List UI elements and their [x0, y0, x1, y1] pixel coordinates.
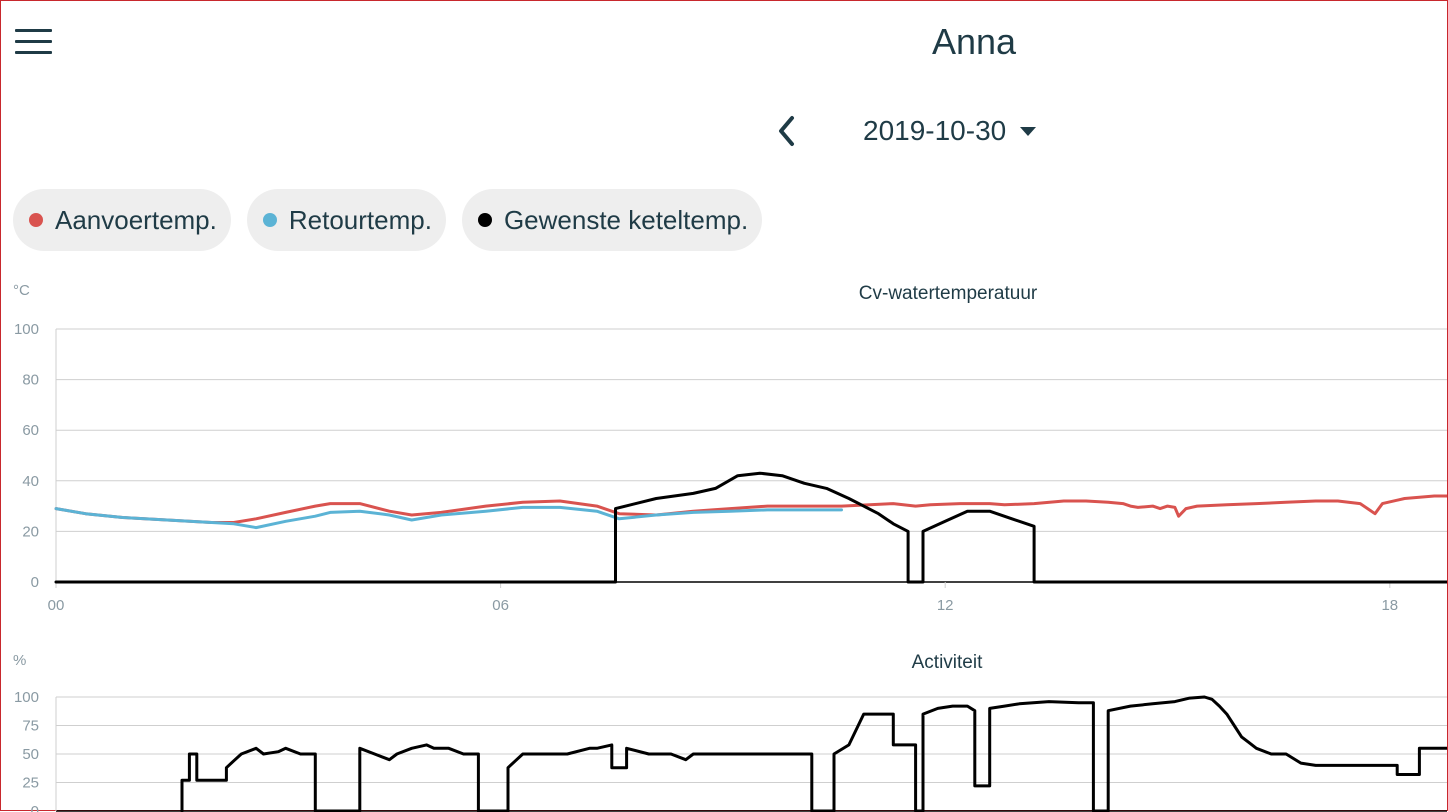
x-tick-label: 00 — [48, 597, 65, 614]
legend-chip-gewenste-keteltemp[interactable]: Gewenste keteltemp. — [461, 189, 763, 251]
menu-button[interactable] — [15, 29, 52, 55]
selected-date: 2019-10-30 — [863, 115, 1007, 146]
previous-day-button[interactable] — [773, 115, 801, 147]
legend-chip-label: Retourtemp. — [288, 204, 432, 235]
legend-chip-label: Aanvoertemp. — [55, 204, 217, 235]
y-tick-label: 80 — [22, 372, 39, 389]
y-tick-label: 0 — [31, 803, 39, 812]
y-tick-label: 100 — [14, 689, 39, 706]
date-navigation: 2019-10-30 — [1, 109, 1448, 153]
legend-chip-retourtemp[interactable]: Retourtemp. — [246, 189, 446, 251]
y-tick-label: 60 — [22, 422, 39, 439]
legend-chip-aanvoertemp[interactable]: Aanvoertemp. — [13, 189, 231, 251]
activity-chart: % Activiteit 0 25 50 75 100 — [13, 652, 1447, 812]
hamburger-icon — [15, 29, 52, 32]
temperature-chart: °C Cv-watertemperatuur 0 20 40 60 80 100 00 06… — [13, 282, 1447, 614]
dot-icon — [477, 213, 492, 227]
series-line-aanvoertemp — [54, 494, 1447, 524]
y-tick-label: 75 — [22, 718, 39, 735]
page-title: Anna — [931, 21, 1017, 62]
y-tick-label: 100 — [14, 321, 39, 338]
dot-icon — [29, 213, 43, 227]
series-line-retourtemp — [54, 505, 843, 530]
legend-chips: Aanvoertemp. Retourtemp. Gewenste ketelt… — [13, 189, 763, 251]
y-tick-label: 50 — [22, 746, 39, 763]
x-tick-label: 12 — [937, 597, 954, 614]
y-tick-label: 0 — [31, 574, 39, 591]
chevron-left-icon — [779, 116, 794, 146]
series-line-gewenste-keteltemp — [54, 471, 1447, 584]
date-dropdown[interactable]: 2019-10-30 — [863, 109, 1037, 153]
y-axis-unit: °C — [13, 282, 30, 299]
caret-down-icon — [1020, 126, 1037, 136]
legend-chip-label: Gewenste keteltemp. — [503, 204, 749, 235]
y-tick-label: 20 — [22, 523, 39, 540]
y-tick-label: 25 — [22, 775, 39, 792]
chart-title: Activiteit — [912, 652, 983, 673]
x-tick-label: 18 — [1381, 597, 1398, 614]
y-axis-unit: % — [13, 652, 26, 669]
x-tick-label: 06 — [492, 597, 509, 614]
dot-icon — [262, 213, 277, 227]
chart-title: Cv-watertemperatuur — [859, 283, 1038, 304]
y-tick-label: 40 — [22, 473, 39, 490]
